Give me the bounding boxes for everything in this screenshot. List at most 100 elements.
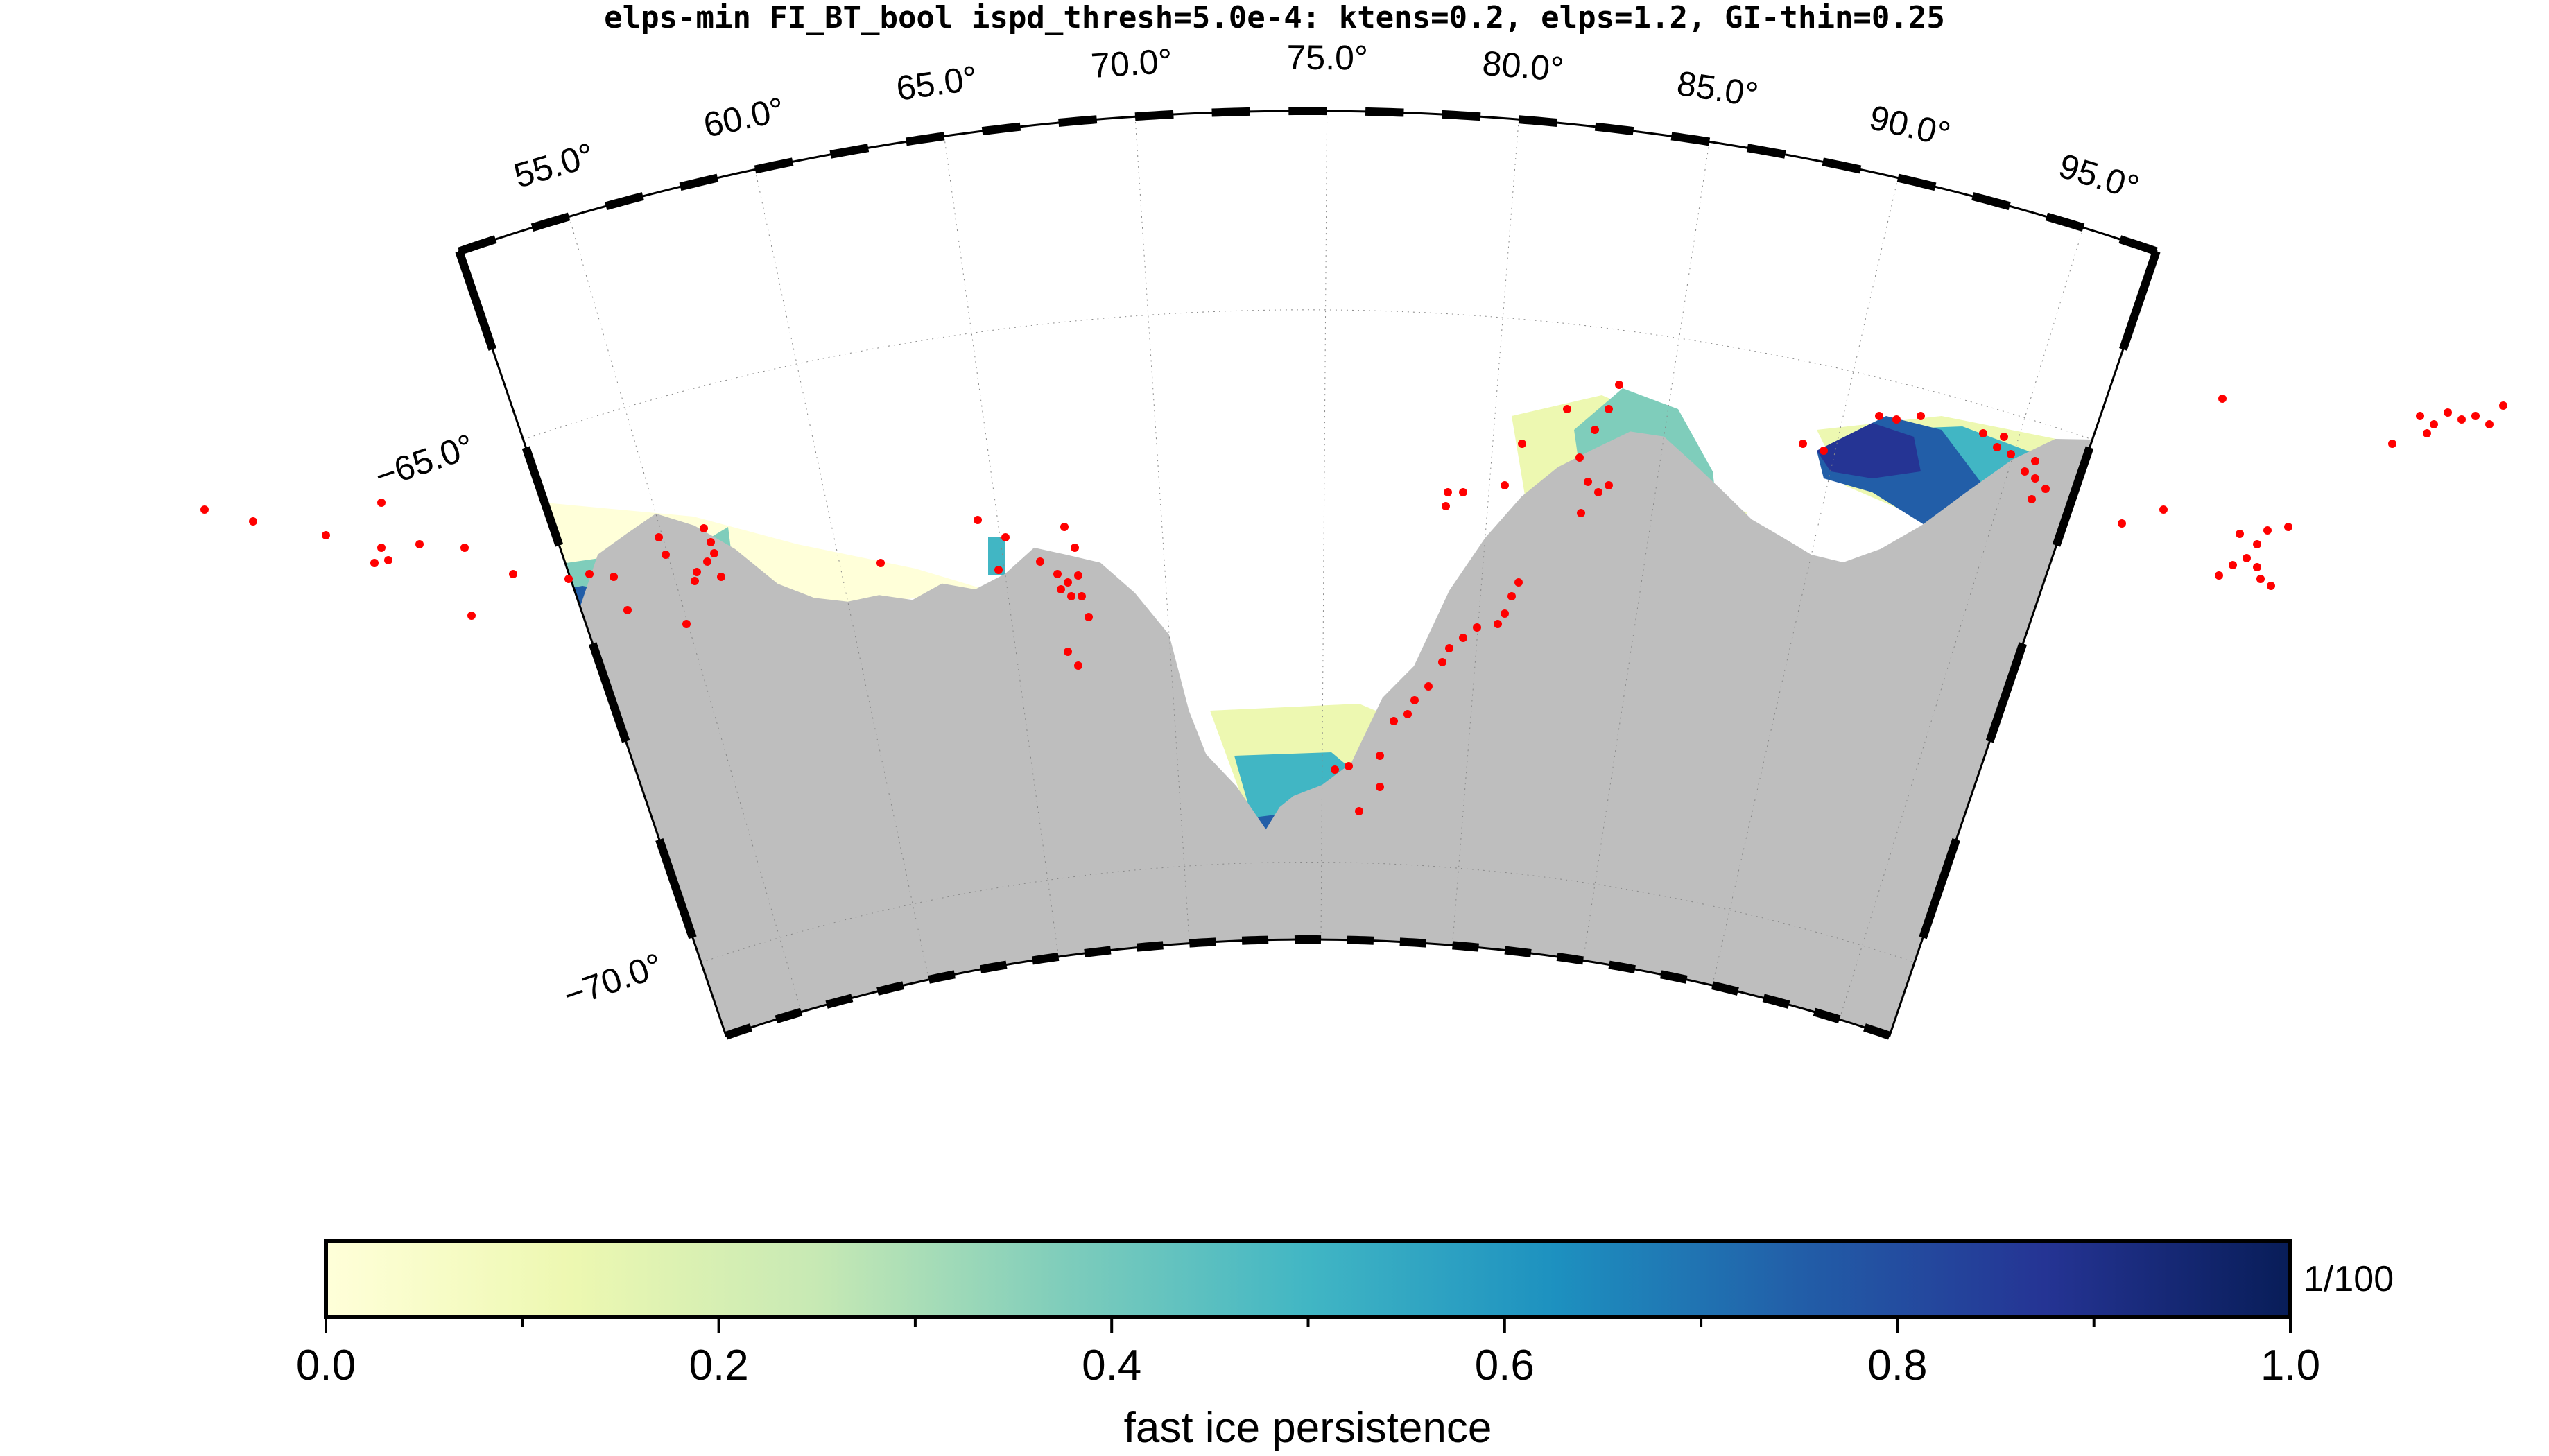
frame-checker-segment xyxy=(1608,960,1636,974)
grounded-iceberg-point xyxy=(1494,620,1502,628)
grounded-iceberg-point xyxy=(2263,526,2272,535)
grounded-iceberg-point xyxy=(370,559,379,567)
grounded-iceberg-point xyxy=(1410,696,1419,704)
grounded-iceberg-point xyxy=(249,517,257,526)
grounded-iceberg-point xyxy=(1459,488,1467,496)
grounded-iceberg-point xyxy=(377,544,386,552)
frame-checker-segment xyxy=(655,838,697,939)
frame-checker-segment xyxy=(905,132,945,146)
frame-checker-segment xyxy=(458,235,497,256)
grounded-iceberg-point xyxy=(623,606,632,614)
grounded-iceberg-point xyxy=(1473,623,1481,632)
latitude-label: −65.0° xyxy=(370,426,479,496)
graticule xyxy=(523,111,2093,1020)
grounded-iceberg-point xyxy=(1442,502,1450,510)
frame-checker-segment xyxy=(1134,110,1174,121)
longitude-label: 60.0° xyxy=(700,90,788,145)
grounded-iceberg-point xyxy=(1594,488,1602,496)
grounded-iceberg-point xyxy=(1605,405,1613,413)
frame-checker-segment xyxy=(1137,941,1164,952)
frame-checker-segment xyxy=(1813,1007,1841,1024)
grounded-iceberg-point xyxy=(1563,405,1571,413)
grounded-iceberg-point xyxy=(1993,443,2001,451)
frame-checker-segment xyxy=(1399,937,1427,948)
longitude-label: 65.0° xyxy=(894,58,980,108)
colorbar: 0.0 0.2 0.4 0.6 0.8 1.0 1/100 fast ice persis… xyxy=(296,1239,2394,1452)
grounded-iceberg-point xyxy=(467,612,476,620)
longitude-label: 80.0° xyxy=(1481,44,1565,89)
frame-checker-segment xyxy=(829,144,870,159)
frame-checker-segment xyxy=(825,994,854,1009)
frame-checker-segment xyxy=(1746,144,1786,159)
grounded-iceberg-point xyxy=(710,549,718,557)
frame-checker-segment xyxy=(1504,946,1532,957)
grounded-iceberg-point xyxy=(974,516,982,524)
frame-checker-segment xyxy=(1919,838,1960,939)
colorbar-scale-label: 1/100 xyxy=(2304,1259,2394,1299)
grounded-iceberg-point xyxy=(1575,453,1584,462)
frame-checker-segment xyxy=(980,960,1008,974)
grounded-iceberg-point xyxy=(2423,429,2431,437)
grounded-iceberg-point xyxy=(2256,575,2265,583)
frame-checker-segment xyxy=(1442,110,1481,121)
frame-checker-segment xyxy=(1365,107,1404,117)
frame-checker-segment xyxy=(530,212,571,232)
ice-region-far-east-corner xyxy=(2413,399,2524,485)
grounded-iceberg-point xyxy=(2416,412,2424,420)
grounded-iceberg-point xyxy=(2021,467,2029,476)
frame-checker-segment xyxy=(1971,192,2011,211)
grounded-iceberg-point xyxy=(1820,447,1828,455)
grounded-iceberg-point xyxy=(415,540,424,548)
grounded-iceberg-point xyxy=(691,577,699,585)
grounded-iceberg-point xyxy=(707,538,715,546)
frame-checker-segment xyxy=(1058,115,1098,127)
latitude-label: −70.0° xyxy=(559,946,668,1015)
longitude-label: 90.0° xyxy=(1866,98,1954,154)
grounded-iceberg-point xyxy=(377,499,386,507)
frame-checker-segment xyxy=(754,157,794,174)
grounded-iceberg-point xyxy=(1501,481,1509,489)
frame-checker-segment xyxy=(2045,212,2085,232)
grounded-iceberg-point xyxy=(2229,561,2237,569)
colorbar-tick-label: 0.8 xyxy=(1867,1342,1927,1389)
frame-checker-segment xyxy=(455,250,496,351)
colorbar-title: fast ice persistence xyxy=(1124,1404,1492,1452)
grounded-iceberg-point xyxy=(384,556,392,564)
grounded-iceberg-point xyxy=(322,531,330,539)
grounded-iceberg-point xyxy=(610,573,618,581)
colorbar-gradient xyxy=(324,1239,2292,1319)
grounded-iceberg-point xyxy=(2218,395,2227,403)
frame-checker-segment xyxy=(1241,935,1269,945)
grounded-iceberg-point xyxy=(1501,609,1509,618)
grounded-iceberg-point xyxy=(1355,807,1363,815)
frame-checker-segment xyxy=(1032,952,1060,965)
frame-checker-segment xyxy=(1670,132,1711,146)
grounded-iceberg-point xyxy=(1892,415,1901,424)
frame-checker-segment xyxy=(588,642,630,743)
grounded-iceberg-point xyxy=(1514,578,1523,587)
grounded-iceberg-point xyxy=(1071,544,1079,552)
frame-checker-segment xyxy=(1518,115,1557,127)
grounded-iceberg-point xyxy=(1584,478,1592,486)
frame-checker-segment xyxy=(1863,1023,1891,1040)
frame-checker-segment xyxy=(775,1007,803,1024)
grounded-iceberg-point xyxy=(2457,415,2466,424)
frame-checker-segment xyxy=(1084,946,1112,957)
grounded-iceberg-point xyxy=(1403,710,1412,718)
frame-checker-segment xyxy=(1347,935,1374,945)
grounded-iceberg-point xyxy=(1064,648,1072,656)
grounded-iceberg-point xyxy=(1438,658,1446,666)
antarctic-land xyxy=(580,431,2093,1036)
grounded-iceberg-point xyxy=(564,575,573,583)
grounded-iceberg-points xyxy=(200,381,2507,815)
grounded-iceberg-point xyxy=(2000,433,2008,441)
grounded-iceberg-point xyxy=(1060,523,1069,531)
frame-checker-segment xyxy=(1762,994,1790,1009)
grounded-iceberg-point xyxy=(2284,523,2292,531)
grounded-iceberg-point xyxy=(662,551,670,559)
grounded-iceberg-point xyxy=(693,568,701,576)
ice-region-bay-mid xyxy=(1234,752,1352,832)
grounded-iceberg-point xyxy=(2253,563,2261,571)
frame-checker-segment xyxy=(2119,250,2161,351)
